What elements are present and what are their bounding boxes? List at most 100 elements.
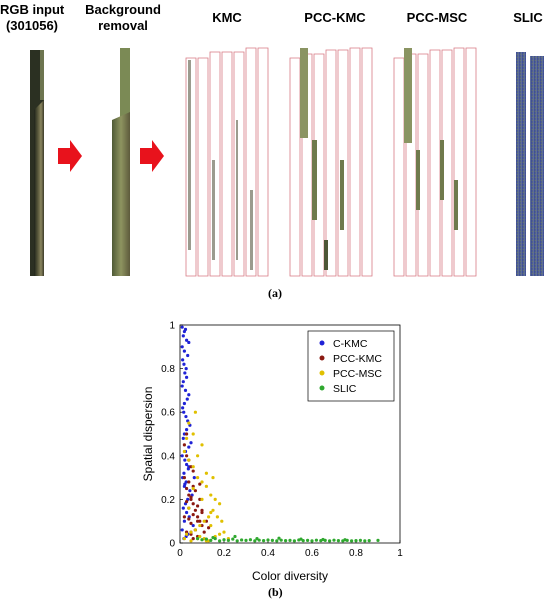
point-pcc-kmc <box>185 499 189 504</box>
point-c-kmc <box>181 506 185 510</box>
point-c-kmc <box>192 476 196 480</box>
point-slic <box>222 538 226 542</box>
point-pcc-kmc <box>189 521 193 525</box>
point-slic <box>200 538 204 542</box>
x-tick-label: 0.8 <box>349 548 363 559</box>
point-slic <box>270 538 274 542</box>
point-pcc-msc <box>187 458 191 462</box>
point-pcc-kmc <box>200 523 204 528</box>
header-rgb-input: RGB input (301056) <box>0 2 64 34</box>
point-c-kmc <box>181 406 185 410</box>
y-tick-label: 0.4 <box>161 451 175 462</box>
rgb-input-leaf-image <box>30 50 44 276</box>
legend-marker-pcc-msc <box>319 370 325 376</box>
point-c-kmc <box>180 384 184 388</box>
point-c-kmc <box>182 349 186 353</box>
point-pcc-msc <box>191 486 195 491</box>
x-tick-label: 0 <box>177 548 183 559</box>
point-pcc-kmc <box>185 454 189 458</box>
header-kmc: KMC <box>212 10 242 25</box>
point-c-kmc <box>184 414 188 419</box>
point-pcc-kmc <box>191 537 195 541</box>
point-slic <box>376 538 380 542</box>
header-rgb-input-line2: (301056) <box>5 18 59 33</box>
point-slic <box>233 534 237 539</box>
point-slic <box>248 538 252 542</box>
header-background-removal-line1: Background <box>85 2 161 17</box>
point-c-kmc <box>183 371 187 375</box>
point-c-kmc <box>191 523 195 528</box>
point-c-kmc <box>180 454 184 458</box>
header-rgb-input-line1: RGB input <box>0 2 65 17</box>
point-pcc-kmc <box>196 519 200 523</box>
point-pcc-kmc <box>189 495 193 499</box>
point-slic <box>266 538 270 542</box>
point-c-kmc <box>185 462 189 467</box>
point-pcc-msc <box>196 454 200 458</box>
arrow-right-icon <box>58 140 82 172</box>
point-pcc-kmc <box>193 508 197 512</box>
point-pcc-kmc <box>187 517 191 521</box>
point-c-kmc <box>183 327 188 331</box>
point-slic <box>306 538 310 542</box>
point-c-kmc <box>185 338 189 342</box>
arrow-right-icon <box>140 140 164 172</box>
point-slic <box>328 539 332 543</box>
point-pcc-kmc <box>182 515 186 519</box>
point-pcc-kmc <box>187 480 191 484</box>
point-c-kmc <box>187 445 191 449</box>
point-pcc-msc <box>187 421 191 425</box>
header-background-removal-line2: removal <box>98 18 148 33</box>
point-pcc-msc <box>218 532 222 536</box>
y-tick-label: 0.6 <box>161 408 175 419</box>
point-pcc-msc <box>204 484 208 488</box>
slic-superpixels-image <box>516 52 544 276</box>
point-pcc-kmc <box>198 519 202 523</box>
point-slic <box>310 539 314 543</box>
point-c-kmc <box>182 471 186 475</box>
background-removed-leaf-image <box>112 48 130 276</box>
legend-label-pcc-msc: PCC-MSC <box>333 368 382 380</box>
point-pcc-msc <box>193 410 197 414</box>
point-c-kmc <box>182 410 186 414</box>
point-pcc-msc <box>196 476 200 480</box>
point-pcc-kmc <box>191 469 195 473</box>
x-tick-label: 0.2 <box>217 548 231 559</box>
point-pcc-kmc <box>182 443 186 447</box>
point-pcc-msc <box>207 515 211 519</box>
point-pcc-msc <box>215 515 219 519</box>
point-slic <box>255 537 259 541</box>
point-c-kmc <box>185 510 189 515</box>
point-pcc-msc <box>189 530 193 534</box>
point-c-kmc <box>185 375 189 379</box>
y-tick-label: 0 <box>169 539 175 550</box>
point-pcc-msc <box>182 537 186 541</box>
point-pcc-msc <box>211 476 215 480</box>
point-pcc-kmc <box>196 515 200 519</box>
point-c-kmc <box>181 334 185 338</box>
point-pcc-msc <box>185 532 189 536</box>
panel-b-label: (b) <box>268 585 283 599</box>
point-pcc-msc <box>187 506 191 510</box>
point-slic <box>299 537 303 541</box>
point-pcc-msc <box>200 443 204 447</box>
point-c-kmc <box>183 458 187 462</box>
point-pcc-kmc <box>193 489 197 493</box>
point-c-kmc <box>181 380 185 384</box>
point-pcc-kmc <box>200 508 204 512</box>
point-c-kmc <box>187 340 191 345</box>
legend-marker-slic <box>319 385 325 391</box>
y-tick-label: 0.2 <box>161 495 175 506</box>
point-slic <box>262 539 266 543</box>
legend: C-KMC PCC-KMC PCC-MSC SLIC <box>307 330 395 402</box>
point-c-kmc <box>182 432 186 436</box>
header-background-removal: Background removal <box>78 2 168 34</box>
legend-label-c-kmc: C-KMC <box>333 338 368 350</box>
panel-a-label: (a) <box>268 286 282 300</box>
point-pcc-kmc <box>189 465 193 469</box>
point-pcc-kmc <box>182 476 186 480</box>
point-slic <box>292 539 296 543</box>
leaf-images <box>30 47 544 277</box>
point-pcc-msc <box>209 493 213 497</box>
point-slic <box>204 537 208 541</box>
